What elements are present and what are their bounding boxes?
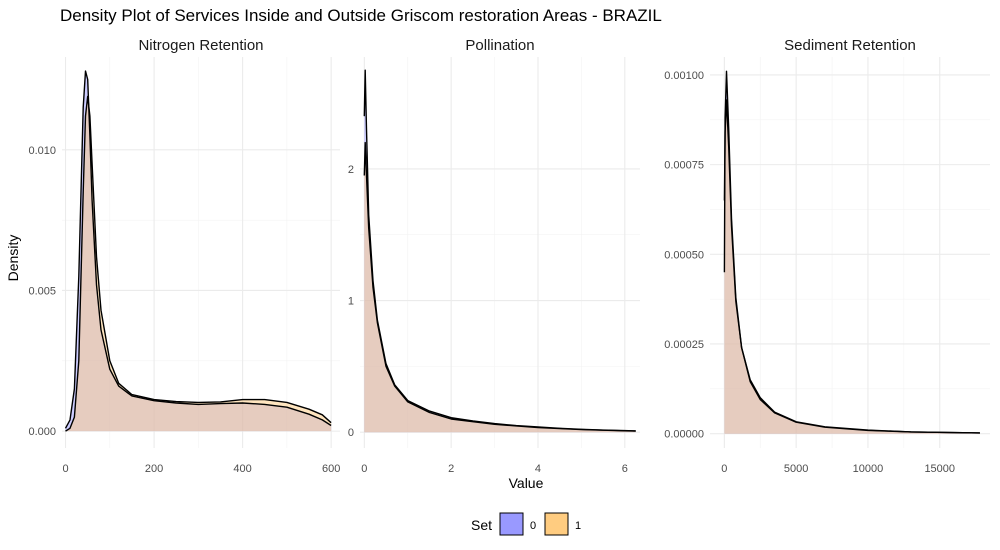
chart-title: Density Plot of Services Inside and Outs… <box>60 6 662 25</box>
x-tick-label: 200 <box>145 463 163 475</box>
x-tick-label: 4 <box>535 463 541 475</box>
x-tick-label: 0 <box>62 463 68 475</box>
y-tick-label: 0.00025 <box>664 339 704 351</box>
density-area-set-0 <box>724 71 980 434</box>
y-axis-title: Density <box>5 235 21 282</box>
legend: Set 0 1 <box>471 512 581 536</box>
density-line-set-0 <box>64 70 332 429</box>
y-tick-label: 0.000 <box>28 426 56 438</box>
density-area-set-1 <box>65 96 332 432</box>
density-line-set-0 <box>723 70 980 434</box>
density-line-set-1 <box>723 99 980 434</box>
x-axis-title: Value <box>509 475 544 491</box>
legend-label-0: 0 <box>530 520 536 532</box>
y-tick-label: 0.00075 <box>664 160 704 172</box>
x-tick-label: 15000 <box>924 463 955 475</box>
density-area-set-1 <box>364 142 636 433</box>
x-tick-label: 6 <box>622 463 628 475</box>
x-tick-label: 600 <box>322 463 340 475</box>
y-tick-label: 0.00000 <box>664 429 704 441</box>
x-tick-label: 0 <box>361 463 367 475</box>
density-line-set-1 <box>65 95 332 432</box>
y-tick-label: 2 <box>348 164 354 176</box>
facet-title-sediment-retention: Sediment Retention <box>784 37 916 54</box>
density-line-set-0 <box>363 69 636 432</box>
facet-title-nitrogen-retention: Nitrogen Retention <box>138 37 263 54</box>
x-tick-label: 10000 <box>853 463 884 475</box>
legend-swatch-1 <box>544 512 569 536</box>
density-area-set-0 <box>364 70 636 433</box>
y-tick-label: 0.010 <box>28 145 56 157</box>
x-tick-label: 400 <box>233 463 251 475</box>
facet-pollination: 0 2 4 6 0 1 2 Pollination <box>348 37 640 475</box>
density-area-set-1 <box>724 100 980 434</box>
legend-swatch-0 <box>499 512 524 536</box>
legend-label-1: 1 <box>575 520 581 532</box>
legend-title: Set <box>471 517 492 533</box>
y-tick-label: 0 <box>348 427 354 439</box>
x-tick-label: 2 <box>448 463 454 475</box>
x-tick-label: 5000 <box>784 463 808 475</box>
facet-title-pollination: Pollination <box>465 37 534 54</box>
facet-sediment-retention: 0 5000 10000 15000 0.00000 0.00025 0.00050 0.00… <box>664 37 990 475</box>
y-tick-label: 0.00050 <box>664 249 704 261</box>
y-tick-label: 1 <box>348 296 354 308</box>
y-tick-label: 0.00100 <box>664 70 704 82</box>
density-line-set-1 <box>363 141 636 432</box>
y-tick-label: 0.005 <box>28 285 56 297</box>
facet-nitrogen-retention: 0 200 400 600 0.000 0.005 0.010 Nitrogen Retent… <box>28 37 340 475</box>
x-tick-label: 0 <box>721 463 727 475</box>
